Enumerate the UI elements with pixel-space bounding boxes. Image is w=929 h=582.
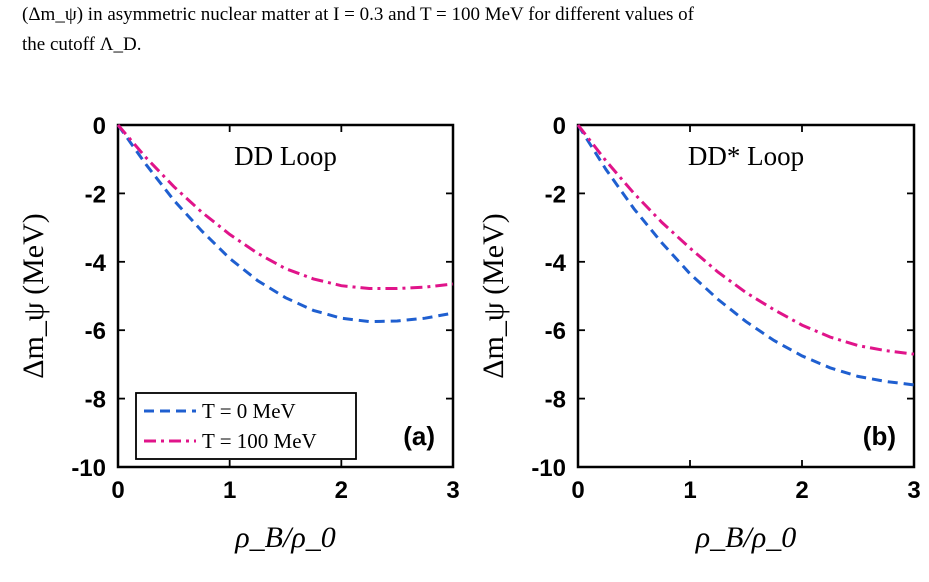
panel-b-x-tick-label: 0: [571, 477, 584, 504]
panel-b-y-tick-label: -8: [545, 387, 566, 414]
panel-b-y-tick-label: 0: [553, 113, 566, 140]
panel-a-y-tick-label: -2: [85, 181, 106, 208]
panel-a-loop-annotation: DD Loop: [234, 141, 337, 171]
caption-line-1-text: (Δm_ψ) in asymmetric nuclear matter at I…: [22, 4, 695, 25]
panel-b-y-tick-label: -10: [531, 455, 566, 482]
panel-a-panel-label: (a): [403, 421, 435, 451]
panel-b-x-axis-label: ρ_B/ρ_0: [695, 521, 796, 554]
panel-a-y-tick-label: -10: [71, 455, 106, 482]
panel-b-x-tick-label: 3: [907, 477, 920, 504]
caption-line-2-text: the cutoff Λ_D.: [22, 34, 142, 55]
panel-a-x-tick-label: 2: [335, 477, 348, 504]
panel-b-loop-annotation: DD* Loop: [688, 141, 804, 171]
panel-b-panel-label: (b): [863, 421, 896, 451]
panel-a-y-tick-label: -4: [85, 250, 107, 277]
panel-a-y-tick-label: -6: [85, 318, 106, 345]
legend-box: [135, 392, 357, 460]
panel-b-axes-frame: [576, 123, 916, 469]
legend-label-t100: T = 100 MeV: [202, 429, 317, 453]
figure-caption: (Δm_ψ) in asymmetric nuclear matter at I…: [22, 0, 922, 60]
panel-a-y-tick-label: -8: [85, 387, 106, 414]
panel-a-x-tick-label: 1: [223, 477, 236, 504]
panel-a-x-tick-label: 0: [111, 477, 124, 504]
panel-a-axes-frame: [116, 123, 455, 469]
panel-b-y-tick-label: -4: [545, 250, 567, 277]
panel-a-x-tick-label: 3: [446, 477, 459, 504]
panel-b-y-tick-label: -2: [545, 181, 566, 208]
panel-a-y-axis-label: Δm_ψ (MeV): [17, 213, 50, 379]
legend-label-t0: T = 0 MeV: [202, 399, 296, 423]
panel-b-x-tick-label: 1: [683, 477, 696, 504]
panel-b-y-tick-label: -6: [545, 318, 566, 345]
panel-a-y-tick-label: 0: [93, 113, 106, 140]
panel-a-x-axis-label: ρ_B/ρ_0: [234, 521, 335, 554]
caption-line-2: the cutoff Λ_D.: [22, 30, 922, 60]
panel-b-y-axis-label: Δm_ψ (MeV): [477, 213, 510, 379]
caption-line-1: (Δm_ψ) in asymmetric nuclear matter at I…: [22, 0, 922, 30]
panel-b-x-tick-label: 2: [795, 477, 808, 504]
